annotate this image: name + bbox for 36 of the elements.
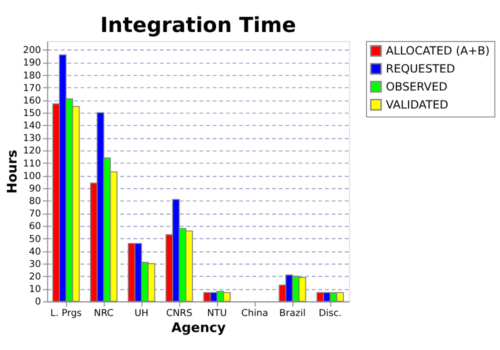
y-tick-label: 0 [35, 296, 42, 308]
legend-label: OBSERVED [386, 80, 448, 94]
x-tick-label: China [241, 308, 268, 320]
legend-label: VALIDATED [386, 97, 449, 112]
x-tick-label: NTU [207, 308, 227, 320]
x-tick-label: CNRS [166, 308, 192, 320]
y-tick-label: 70 [29, 208, 42, 220]
y-tick-label: 140 [23, 120, 42, 132]
legend-label: REQUESTED [386, 62, 456, 76]
y-tick-label: 120 [23, 146, 42, 157]
y-tick-label: 50 [29, 234, 42, 245]
y-tick-label: 130 [23, 133, 42, 144]
y-tick-label: 30 [29, 258, 42, 270]
y-tick-label: 80 [29, 196, 42, 208]
y-tick-label: 10 [29, 284, 42, 296]
legend-label: ALLOCATED (A+B) [386, 44, 490, 58]
y-tick-label: 200 [23, 45, 42, 56]
y-tick-label: 100 [23, 170, 42, 182]
y-tick-label: 60 [29, 221, 42, 232]
y-tick-label: 180 [23, 70, 42, 82]
y-axis-title: Hours [5, 150, 20, 194]
x-tick-label: UH [134, 308, 148, 320]
y-tick-label: 190 [23, 58, 42, 69]
y-tick-label: 90 [29, 183, 42, 194]
y-tick-label: 150 [23, 108, 42, 120]
x-axis-title: Agency [171, 321, 226, 336]
y-tick-label: 170 [23, 82, 42, 94]
y-tick-label: 160 [23, 95, 42, 106]
y-tick-label: 20 [29, 272, 42, 283]
x-tick-label: Brazil [279, 308, 306, 320]
y-tick-label: 110 [23, 158, 42, 170]
x-tick-label: Disc. [318, 308, 342, 320]
chart-title: Integration Time [100, 13, 296, 38]
y-tick-label: 40 [29, 246, 42, 258]
x-tick-label: L. Prgs [50, 308, 82, 320]
x-tick-label: NRC [94, 308, 114, 320]
